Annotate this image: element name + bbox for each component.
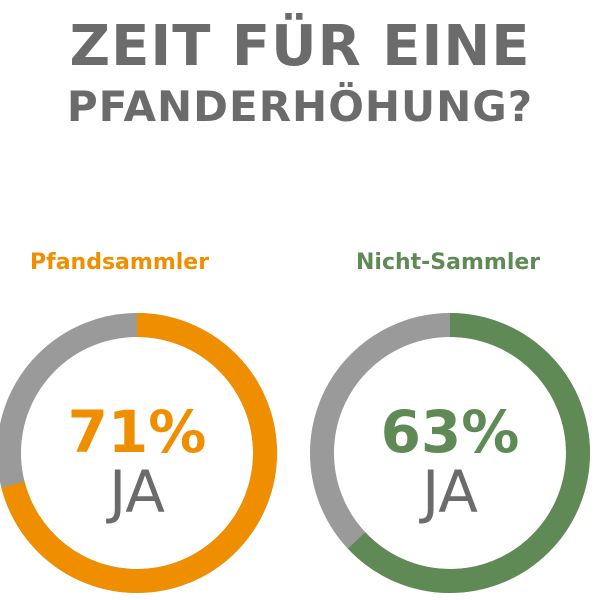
chart-label-pfandsammler: Pfandsammler <box>30 250 210 275</box>
page-title-line-2: PFANDERHÖHUNG? <box>66 82 534 131</box>
chart-label-nicht-sammler: Nicht-Sammler <box>356 250 541 275</box>
percent-value-nicht-sammler: 63% <box>381 398 520 466</box>
donut-chart-nicht-sammler <box>310 313 590 593</box>
answer-label-pfandsammler: JA <box>106 458 165 526</box>
answer-label-nicht-sammler: JA <box>419 458 478 526</box>
donut-value-segment <box>0 313 277 593</box>
donut-chart-pfandsammler <box>0 313 277 593</box>
page-title-line-1: ZEIT FÜR EINE <box>69 14 531 79</box>
donut-value-segment <box>310 313 590 593</box>
percent-value-pfandsammler: 71% <box>68 398 207 466</box>
